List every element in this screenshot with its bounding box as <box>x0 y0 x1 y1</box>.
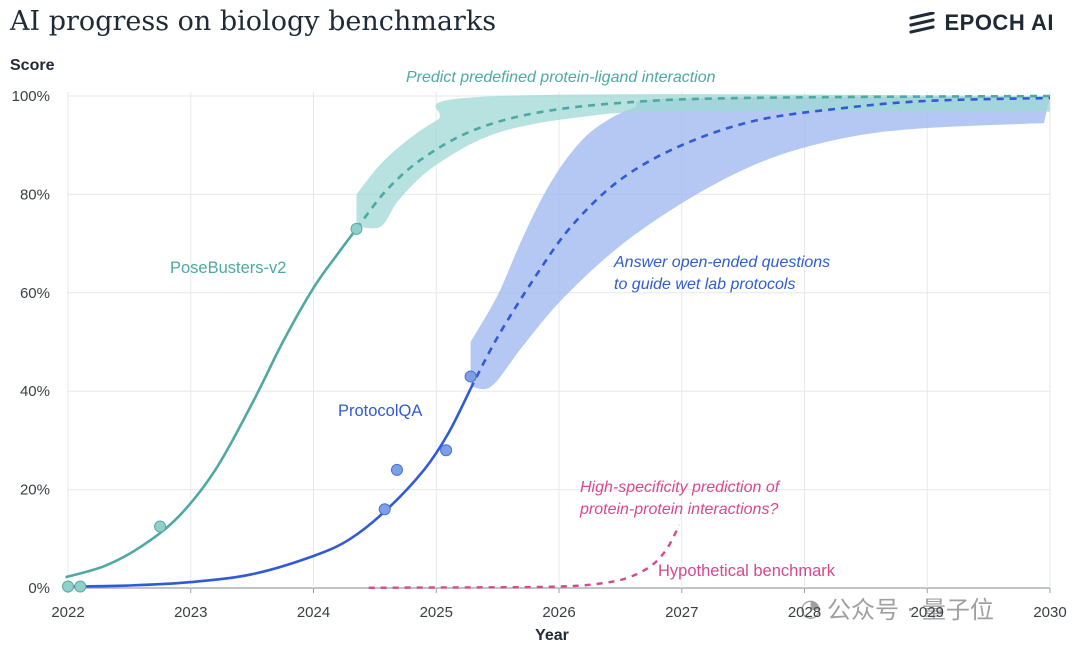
hypothetical-note-line-2: protein-protein interactions? <box>579 501 778 518</box>
x-axis-label: Year <box>535 627 569 644</box>
protocolqa-note-line-1: Answer open-ended questions <box>613 254 830 271</box>
protocolqa-confidence-band <box>470 97 1051 390</box>
posebusters-point <box>74 580 87 593</box>
epoch-logo: EPOCH AI <box>909 10 1054 36</box>
posebusters-fit-line <box>65 228 358 579</box>
watermark-text: 公众号 · 量子位 <box>826 596 994 624</box>
hypothetical-projection-line <box>368 524 681 589</box>
protocolqa-fit-line <box>67 388 472 588</box>
confidence-bands <box>356 94 1051 390</box>
y-tick-label: 80% <box>20 186 50 203</box>
x-tick-label: 2030 <box>1033 604 1066 621</box>
data-points <box>62 222 477 593</box>
x-tick-label: 2029 <box>911 604 944 621</box>
x-tick-label: 2023 <box>174 604 207 621</box>
posebusters-point <box>154 520 167 533</box>
y-axis-label: Score <box>10 57 55 74</box>
y-tick-label: 0% <box>28 580 50 597</box>
grid <box>67 92 1051 593</box>
watermark: ◔ 公众号 · 量子位 <box>800 590 994 625</box>
protocolqa-series-label: ProtocolQA <box>338 402 422 420</box>
protocolqa-point <box>440 444 453 457</box>
wechat-icon: ◔ <box>800 593 821 622</box>
posebusters-series-label: PoseBusters-v2 <box>170 259 286 277</box>
annotations: PoseBusters-v2 ProtocolQA Hypothetical b… <box>170 69 836 644</box>
protocolqa-projection-line <box>469 96 1051 390</box>
posebusters-confidence-band <box>356 94 1050 229</box>
logo-text: EPOCH AI <box>944 10 1054 35</box>
x-tick-label: 2028 <box>788 604 821 621</box>
axis-ticks: 0% 20% 40% 60% 80% 100% 2022 2023 2024 2025 2026 20… <box>12 88 1067 621</box>
y-tick-label: 60% <box>20 285 50 302</box>
y-tick-label: 40% <box>20 383 50 400</box>
protocolqa-note-line-2: to guide wet lab protocols <box>614 276 795 293</box>
posebusters-projection-line <box>355 94 1051 230</box>
protocolqa-point <box>390 463 403 476</box>
x-tick-label: 2022 <box>51 604 84 621</box>
posebusters-point <box>350 222 363 235</box>
posebusters-note: Predict predefined protein-ligand intera… <box>406 69 716 86</box>
x-tick-label: 2025 <box>420 604 453 621</box>
x-tick-label: 2026 <box>542 604 575 621</box>
page-title: AI progress on biology benchmarks <box>10 6 497 37</box>
hypothetical-note-line-1: High-specificity prediction of <box>580 479 781 496</box>
x-tick-label: 2024 <box>297 604 330 621</box>
epoch-logo-icon <box>909 12 936 34</box>
y-tick-label: 20% <box>20 482 50 499</box>
x-tick-label: 2027 <box>665 604 698 621</box>
y-tick-label: 100% <box>12 88 50 105</box>
protocolqa-point <box>464 370 477 383</box>
protocolqa-point <box>378 503 391 516</box>
series-lines <box>65 94 1051 589</box>
posebusters-point <box>62 580 74 593</box>
hypothetical-series-label: Hypothetical benchmark <box>658 562 836 580</box>
